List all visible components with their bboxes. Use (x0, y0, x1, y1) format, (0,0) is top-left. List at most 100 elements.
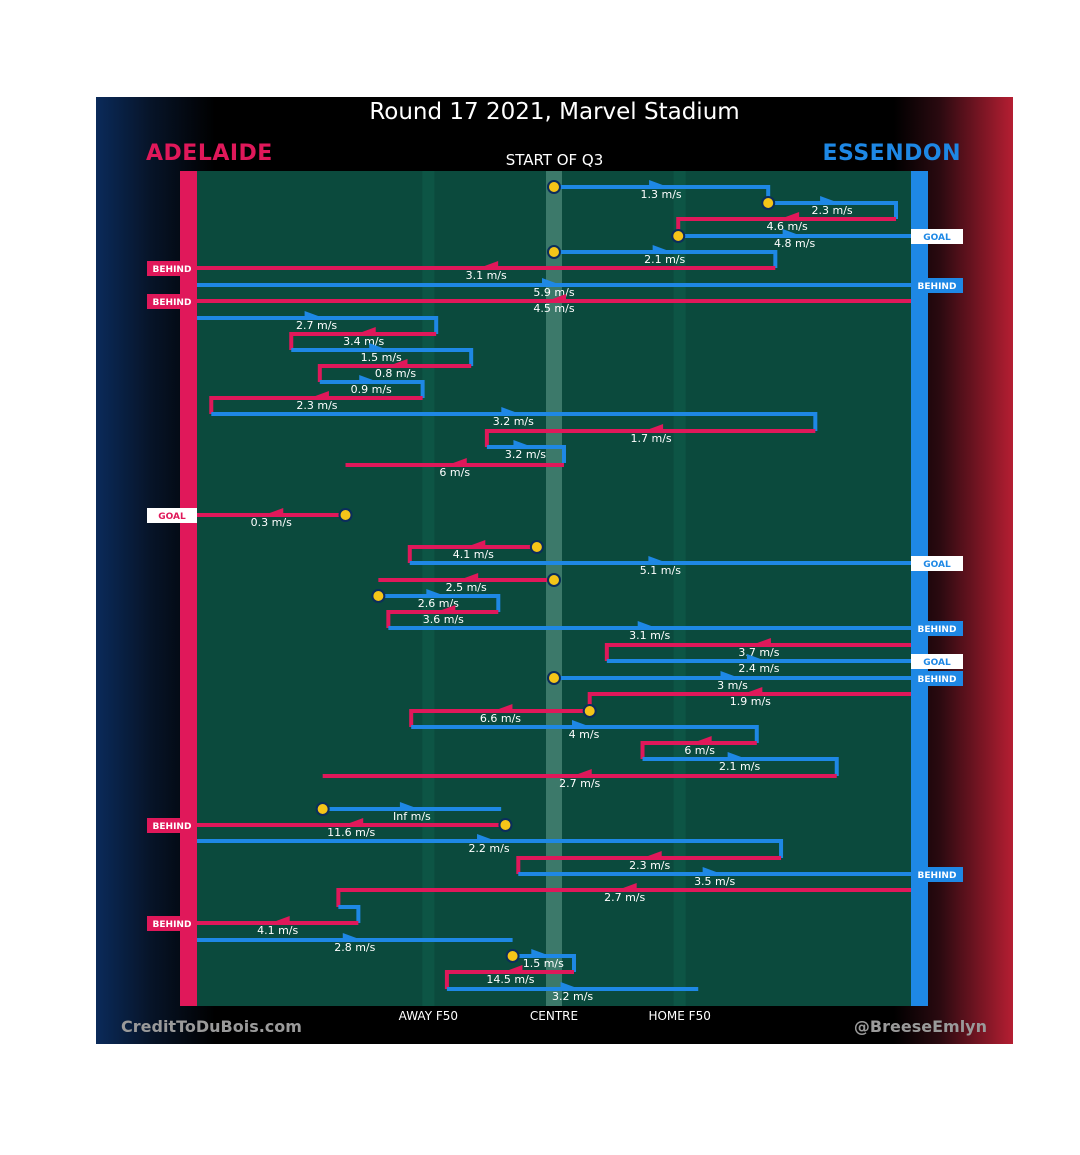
outcome-badge-20 (911, 556, 963, 571)
left-goal-post (180, 171, 197, 1006)
chain-speed-label-28: 1.9 m/s (730, 695, 771, 708)
chain-speed-label-21: 2.5 m/s (446, 581, 487, 594)
chain-line-37 (516, 856, 782, 874)
chain-arrow-6 (542, 278, 561, 285)
outcome-label-38: BEHIND (918, 871, 957, 881)
chain-arrow-24 (637, 621, 657, 628)
chain-speed-label-1: 2.3 m/s (812, 204, 853, 217)
outcome-label-6: BEHIND (918, 282, 957, 292)
chain-line-44 (444, 970, 574, 989)
chain-line-9 (289, 332, 437, 350)
chain-arrow-1 (820, 196, 840, 203)
outcome-badge-6 (911, 278, 963, 293)
chart-title: Round 17 2021, Marvel Stadium (369, 99, 740, 125)
chain-line-29 (409, 709, 590, 727)
stoppage-marker-35 (498, 818, 513, 832)
chain-speed-label-29: 6.6 m/s (480, 712, 521, 725)
chain-speed-label-44: 14.5 m/s (486, 973, 534, 986)
chain-arrow-2 (780, 212, 800, 219)
chain-speed-label-12: 0.9 m/s (351, 383, 392, 396)
field-band-0 (422, 171, 435, 1006)
chain-speed-label-13: 2.3 m/s (296, 399, 337, 412)
chain-speed-label-27: 3 m/s (717, 679, 748, 692)
team-right-label: ESSENDON (822, 141, 961, 166)
outcome-badge-41 (147, 916, 197, 931)
chain-line-39 (336, 888, 911, 907)
chain-line-8 (197, 316, 439, 334)
stoppage-marker-4 (547, 245, 561, 259)
chain-speed-label-23: 3.6 m/s (423, 613, 464, 626)
chain-speed-label-18: 0.3 m/s (251, 516, 292, 529)
chain-arrow-7 (547, 294, 566, 301)
chain-speed-label-45: 3.2 m/s (552, 990, 593, 1003)
chain-line-14 (211, 412, 818, 431)
outcome-label-35: BEHIND (153, 822, 192, 832)
chain-arrow-14 (501, 407, 521, 414)
stoppage-marker-1 (761, 196, 776, 210)
chain-line-36 (197, 839, 784, 858)
chain-arrow-35 (344, 818, 364, 825)
outcome-label-41: BEHIND (153, 920, 192, 930)
chart-frame: AWAY F50 CENTRE HOME F50 1.3 m/s 2.3 m/s 4.6 … (96, 97, 1013, 1044)
field-band-2 (673, 171, 686, 1006)
field-band-1 (546, 171, 562, 1006)
quarter-label: START OF Q3 (505, 151, 604, 169)
chain-speed-label-3: 4.8 m/s (774, 237, 815, 250)
chain-arrow-43 (531, 949, 551, 956)
chain-speed-label-5: 3.1 m/s (466, 269, 507, 282)
chain-arrow-3 (782, 229, 802, 236)
stoppage-marker-29 (582, 704, 597, 718)
chain-line-13 (209, 396, 423, 414)
chain-arrow-0 (649, 180, 669, 187)
chain-line-30 (411, 725, 759, 743)
chain-arrow-27 (720, 671, 740, 678)
chain-speed-label-0: 1.3 m/s (641, 188, 682, 201)
stoppage-marker-3 (671, 229, 686, 243)
chain-arrow-9 (356, 327, 376, 334)
outcome-badge-38 (911, 867, 963, 882)
chain-arrow-29 (493, 704, 513, 711)
chain-line-40 (338, 905, 361, 923)
chain-arrow-45 (560, 982, 580, 989)
chain-speed-label-20: 5.1 m/s (640, 564, 681, 577)
chain-speed-label-19: 4.1 m/s (453, 548, 494, 561)
chain-arrow-18 (264, 508, 284, 515)
chain-arrow-13 (309, 391, 329, 398)
chain-speed-label-4: 2.1 m/s (644, 253, 685, 266)
chain-speed-label-36: 2.2 m/s (468, 842, 509, 855)
chain-arrow-15 (644, 424, 664, 431)
chain-speed-label-7: 4.5 m/s (533, 302, 574, 315)
chain-arrow-25 (751, 638, 771, 645)
chain-line-31 (640, 741, 757, 759)
right-goal-post (911, 171, 928, 1006)
stoppage-marker-34 (315, 802, 330, 816)
outcome-badge-24 (911, 621, 963, 636)
chain-arrow-8 (304, 311, 324, 318)
stoppage-marker-21 (547, 573, 561, 587)
credit-right: @BreeseEmlyn (853, 1017, 987, 1036)
chain-arrow-42 (342, 933, 362, 940)
outcome-badge-35 (147, 818, 197, 833)
field-svg: AWAY F50 CENTRE HOME F50 1.3 m/s 2.3 m/s 4.6 … (147, 171, 963, 1023)
chain-line-22 (378, 594, 501, 612)
outcome-label-26: GOAL (923, 658, 951, 668)
chain-arrow-5 (479, 261, 499, 268)
chain-arrow-10 (369, 343, 389, 350)
outcome-badge-7 (147, 294, 197, 309)
chain-speed-label-35: 11.6 m/s (327, 826, 375, 839)
chain-line-12 (319, 380, 425, 398)
chain-speed-label-30: 4 m/s (569, 728, 600, 741)
chain-arrow-37 (642, 851, 662, 858)
credit-left: CreditToDuBois.com (121, 1017, 302, 1036)
chain-speed-label-8: 2.7 m/s (296, 319, 337, 332)
chain-speed-label-31: 6 m/s (684, 744, 715, 757)
outcome-label-5: BEHIND (153, 265, 192, 275)
outcome-label-24: BEHIND (918, 625, 957, 635)
chain-speed-label-24: 3.1 m/s (629, 629, 670, 642)
axis-tick-label-1: CENTRE (530, 1009, 578, 1023)
outcome-label-3: GOAL (923, 233, 951, 243)
stoppage-marker-27 (547, 671, 561, 685)
chain-line-11 (317, 364, 472, 382)
chain-line-10 (291, 348, 474, 366)
outcome-badge-27 (911, 671, 963, 686)
